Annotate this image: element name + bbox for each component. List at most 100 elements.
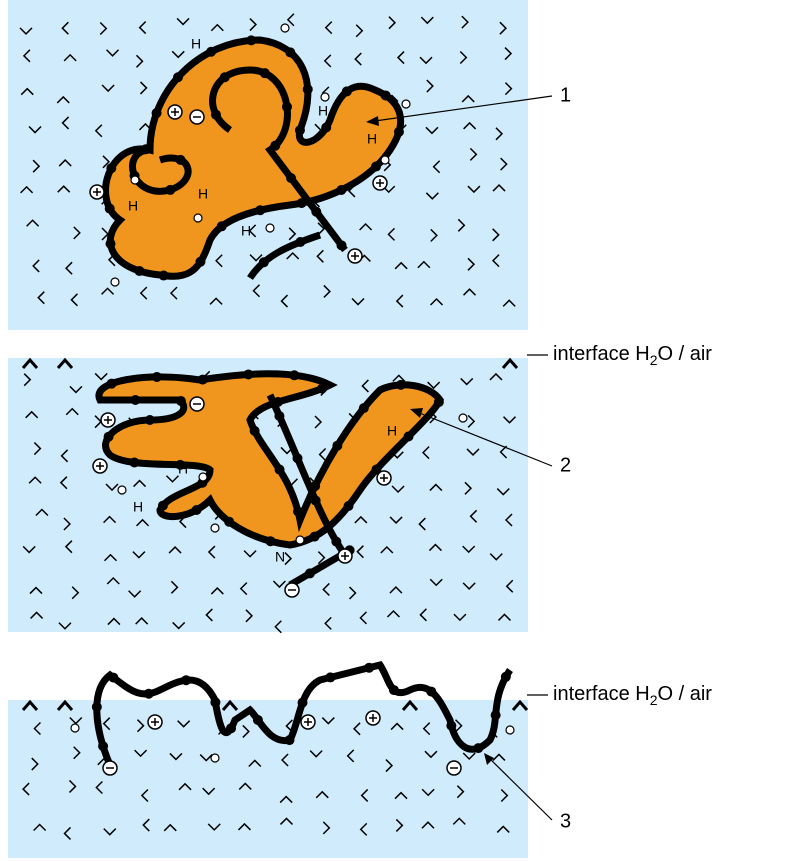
hydrophobic-group (446, 721, 456, 731)
hydrophobic-group (210, 697, 220, 707)
interface-text: O / air (658, 683, 713, 705)
marker-label: 1 (560, 84, 571, 106)
atom-label: H (128, 198, 138, 214)
hydrophobic-group (297, 198, 307, 208)
hydrophobic-group (92, 702, 102, 712)
hydrophobic-group (295, 237, 305, 247)
hydrophobic-group (130, 395, 140, 405)
hydrophobic-group (152, 372, 162, 382)
polar-group (211, 754, 219, 762)
hydrophobic-group (270, 141, 280, 151)
hydrophobic-group (129, 457, 139, 467)
atom-label: H (241, 223, 251, 239)
polar-group (118, 486, 126, 494)
hydrophobic-group (144, 689, 154, 699)
hydrophobic-group (344, 501, 354, 511)
interface-subscript: 2 (650, 692, 658, 708)
marker-label: 2 (560, 454, 571, 476)
hydrophobic-group (273, 397, 283, 407)
hydrophobic-group (246, 35, 256, 45)
hydrophobic-group (426, 687, 436, 697)
hydrophobic-group (220, 72, 230, 82)
atom-label: H (198, 186, 208, 202)
hydrophobic-group (275, 465, 285, 475)
polar-group (402, 100, 410, 108)
hydrophobic-group (195, 257, 205, 267)
polar-group (506, 726, 514, 734)
atom-label: N (275, 549, 285, 565)
hydrophobic-group (298, 698, 308, 708)
hydrophobic-group (181, 675, 191, 685)
hydrophobic-group (317, 384, 327, 394)
atom-label: H (367, 131, 377, 147)
interface-text: O / air (658, 343, 713, 365)
interface-text: interface H (553, 343, 650, 365)
atom-label: H (191, 36, 201, 52)
interface-text: interface H (553, 683, 650, 705)
interface-label: interface H2O / air (553, 683, 712, 707)
hydrophobic-group (211, 110, 221, 120)
hydrophobic-group (285, 47, 295, 57)
hydrophobic-group (192, 505, 202, 515)
hydrophobic-group (206, 47, 216, 57)
hydrophobic-group (108, 673, 118, 683)
hydrophobic-group (176, 396, 186, 406)
atom-label: H (133, 499, 143, 515)
hydrophobic-group (106, 163, 116, 173)
atom-label: H (178, 461, 188, 477)
polar-group (71, 724, 79, 732)
hydrophobic-group (106, 239, 116, 249)
hydrophobic-group (336, 185, 346, 195)
hydrophobic-group (226, 723, 236, 733)
polar-group (296, 536, 304, 544)
hydrophobic-group (293, 453, 303, 463)
hydrophobic-group (282, 102, 292, 112)
hydrophobic-group (165, 185, 175, 195)
hydrophobic-group (98, 741, 108, 751)
hydrophobic-group (173, 72, 183, 82)
hydrophobic-group (403, 432, 413, 442)
hydrophobic-group (305, 568, 315, 578)
hydrophobic-group (311, 496, 321, 506)
hydrophobic-group (134, 266, 144, 276)
hydrophobic-group (325, 672, 335, 682)
polar-group (266, 224, 274, 232)
hydrophobic-group (265, 536, 275, 546)
hydrophobic-group (434, 397, 444, 407)
hydrophobic-group (255, 205, 265, 215)
hydrophobic-group (473, 743, 483, 753)
polar-group (194, 214, 202, 222)
hydrophobic-group (396, 380, 406, 390)
hydrophobic-group (303, 84, 313, 94)
interface-label: interface H2O / air (553, 343, 712, 367)
hydrophobic-group (260, 68, 270, 78)
hydrophobic-group (394, 127, 404, 137)
hydrophobic-group (224, 517, 234, 527)
atom-label: H (387, 423, 397, 439)
diagram: HHHHHHHHHN 1 2 3 interface H2O / air int… (0, 0, 788, 861)
hydrophobic-group (342, 86, 352, 96)
interface-subscript: 2 (650, 352, 658, 368)
hydrophobic-group (175, 155, 185, 165)
hydrophobic-group (491, 710, 501, 720)
hydrophobic-group (310, 532, 320, 542)
hydrophobic-group (332, 441, 342, 451)
hydrophobic-group (289, 370, 299, 380)
polar-group (211, 524, 219, 532)
marker-label: 3 (560, 810, 571, 832)
hydrophobic-group (152, 108, 162, 118)
hydrophobic-group (145, 415, 155, 425)
hydrophobic-group (331, 537, 341, 547)
hydrophobic-group (159, 271, 169, 281)
polar-group (321, 93, 329, 101)
hydrophobic-group (284, 735, 294, 745)
polar-group (199, 473, 207, 481)
hydrophobic-group (198, 375, 208, 385)
hydrophobic-group (295, 125, 305, 135)
polar-group (131, 176, 139, 184)
hydrophobic-group (293, 506, 303, 516)
hydrophobic-group (253, 715, 263, 725)
hydrophobic-group (321, 122, 331, 132)
hydrophobic-group (107, 379, 117, 389)
hydrophobic-group (141, 144, 151, 154)
